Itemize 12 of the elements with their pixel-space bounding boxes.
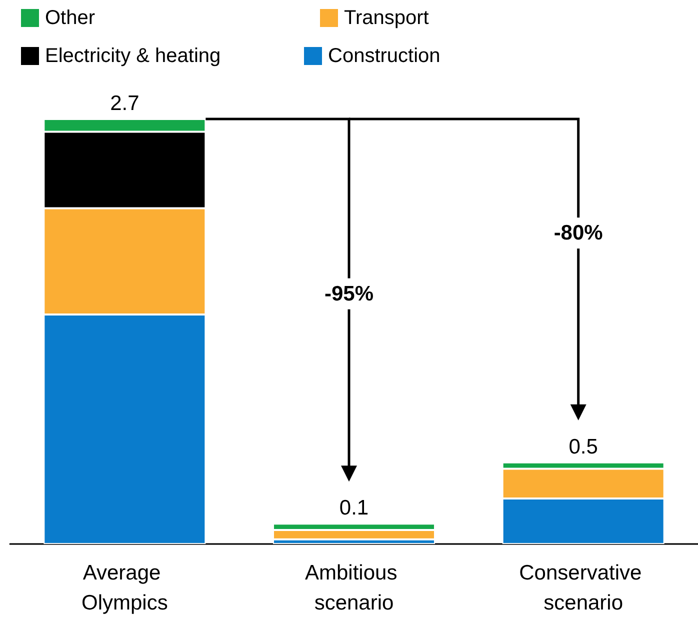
- annotation: -80%: [554, 222, 604, 245]
- legend-label: Other: [45, 7, 96, 29]
- annotation: -95%: [324, 282, 374, 306]
- x-tick-label: Conservative scenario: [519, 562, 648, 614]
- legend-label: Construction: [328, 45, 440, 67]
- x-tick-label: Ambitious scenario: [304, 562, 404, 614]
- annotation: 0.5: [568, 435, 598, 458]
- annotation: 2.7: [110, 92, 140, 115]
- x-tick-label: Average Olympics: [81, 562, 168, 614]
- legend-label: Electricity & heating: [45, 45, 221, 67]
- legend-label: Transport: [344, 7, 430, 29]
- annotation: 0.1: [339, 496, 369, 520]
